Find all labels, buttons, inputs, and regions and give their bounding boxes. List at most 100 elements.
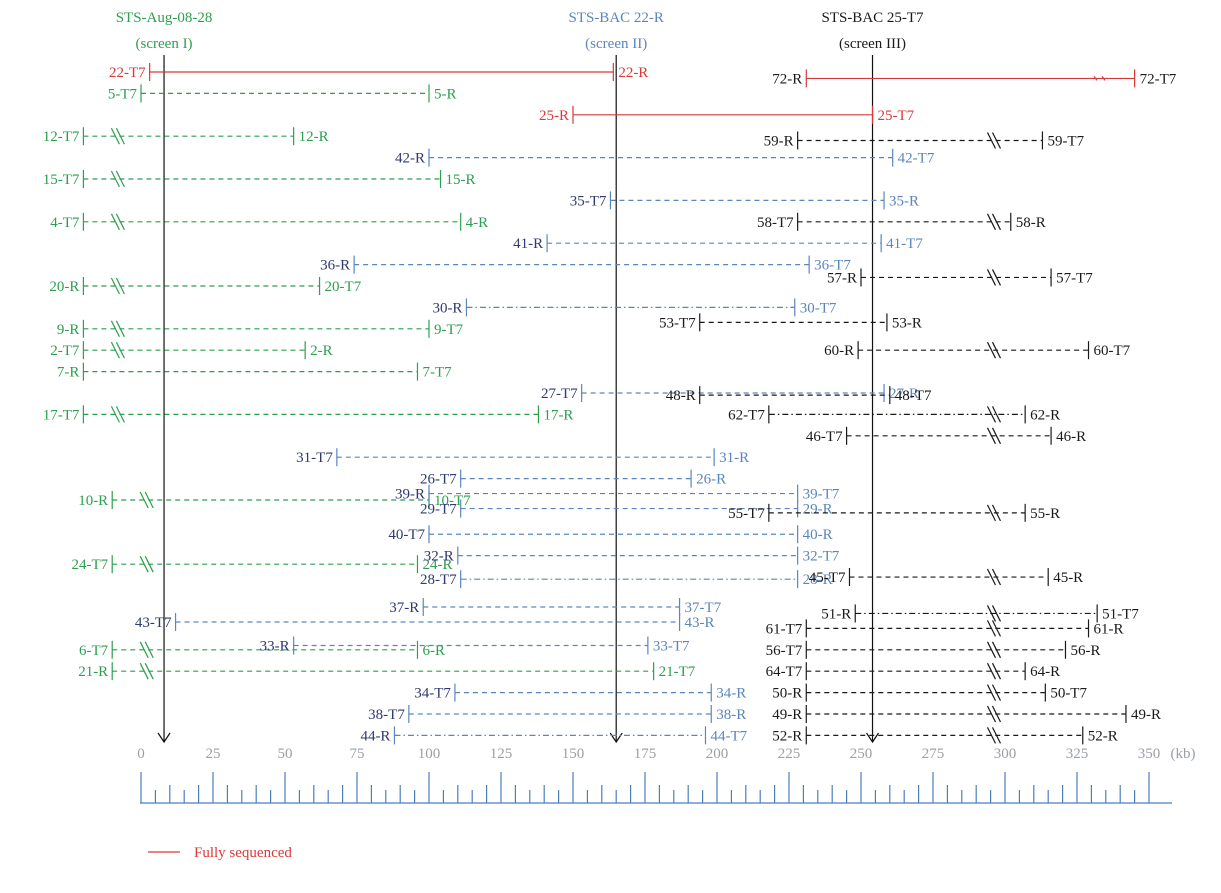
clone-left-label: 56-T7 bbox=[766, 643, 803, 659]
axis-tick-label: 50 bbox=[278, 746, 293, 762]
screen-title: STS-Aug-08-28 bbox=[116, 10, 213, 26]
clone-43t7: 43-T7 43-R bbox=[135, 612, 715, 631]
clone-24t7: 24-T7 24-R bbox=[72, 555, 452, 574]
clone-17t7: 17-T7 17-R bbox=[43, 405, 573, 424]
clone-right-label: 5-R bbox=[434, 86, 457, 102]
clone-left-label: 55-T7 bbox=[728, 506, 765, 522]
axis-tick-label: 225 bbox=[778, 746, 801, 762]
axis-tick-label: 25 bbox=[206, 746, 221, 762]
break-mark bbox=[991, 641, 1002, 659]
clone-right-label: 62-R bbox=[1030, 407, 1060, 423]
clone-right-label: 15-R bbox=[446, 172, 476, 188]
clone-56t7: 56-T7 56-R bbox=[766, 640, 1100, 659]
clone-right-label: 43-R bbox=[685, 615, 715, 631]
break-mark bbox=[115, 127, 125, 145]
break-mark bbox=[991, 727, 1002, 744]
clone-left-label: 37-R bbox=[389, 600, 419, 616]
clone-4t7: 4-T7 4-R bbox=[50, 212, 488, 231]
clone-right-label: 2-R bbox=[310, 343, 333, 359]
break-mark bbox=[110, 277, 120, 295]
break-mark bbox=[991, 406, 1002, 423]
clone-right-label: 32-T7 bbox=[803, 549, 840, 565]
break-mark bbox=[986, 662, 997, 680]
clone-right-label: 72-T7 bbox=[1140, 71, 1177, 87]
axis-tick-label: 325 bbox=[1066, 746, 1089, 762]
axis-unit-label: (kb) bbox=[1171, 746, 1196, 762]
clone-left-label: 21-R bbox=[78, 664, 108, 680]
break-mark bbox=[986, 705, 997, 723]
clone-right-label: 21-T7 bbox=[659, 664, 696, 680]
clone-12t7: 12-T7 12-R bbox=[43, 127, 329, 146]
clone-right-label: 35-R bbox=[889, 193, 919, 209]
break-mark bbox=[110, 320, 120, 338]
clone-right-label: 42-T7 bbox=[898, 151, 935, 167]
clone-6t7: 6-T7 6-R bbox=[79, 640, 445, 659]
clone-left-label: 5-T7 bbox=[108, 86, 138, 102]
clone-33r: 33-R 33-T7 bbox=[260, 636, 690, 655]
clone-right-label: 49-R bbox=[1131, 707, 1161, 723]
break-mark bbox=[991, 620, 1002, 637]
break-mark bbox=[991, 504, 1002, 522]
clone-left-label: 33-R bbox=[260, 639, 290, 655]
clone-34t7: 34-T7 34-R bbox=[414, 683, 746, 702]
clone-left-label: 43-T7 bbox=[135, 615, 172, 631]
clone-9r: 9-R 9-T7 bbox=[57, 319, 464, 338]
clone-left-label: 53-T7 bbox=[659, 315, 696, 331]
break-mark bbox=[115, 341, 125, 359]
break-mark bbox=[139, 555, 149, 573]
clone-left-label: 27-T7 bbox=[541, 386, 578, 402]
clone-left-label: 60-R bbox=[824, 343, 854, 359]
clone-left-label: 29-T7 bbox=[420, 502, 457, 518]
break-mark bbox=[986, 605, 997, 622]
clone-left-label: 34-T7 bbox=[414, 686, 451, 702]
clone-left-label: 30-R bbox=[432, 300, 462, 316]
break-mark bbox=[115, 320, 125, 338]
clone-right-label: 44-T7 bbox=[710, 728, 747, 744]
legend: Fully sequenced bbox=[148, 845, 292, 861]
clone-right-label: 64-R bbox=[1030, 664, 1060, 680]
clone-right-label: 20-T7 bbox=[325, 279, 362, 295]
clone-left-label: 26-T7 bbox=[420, 472, 457, 488]
clone-30r: 30-R 30-T7 bbox=[432, 298, 837, 317]
clone-5t7: 5-T7 5-R bbox=[108, 84, 457, 103]
clone-36r: 36-R 36-T7 bbox=[320, 255, 851, 274]
break-mark bbox=[144, 641, 154, 659]
clone-44r: 44-R 44-T7 bbox=[360, 726, 748, 745]
clone-left-label: 40-T7 bbox=[388, 527, 425, 543]
clone-left-label: 61-T7 bbox=[766, 621, 803, 637]
clone-left-label: 64-T7 bbox=[766, 664, 803, 680]
screen-arrow-head bbox=[157, 732, 171, 744]
clone-right-label: 24-R bbox=[422, 557, 452, 573]
axis-tick-label: 200 bbox=[706, 746, 729, 762]
clone-right-label: 39-T7 bbox=[803, 487, 840, 503]
clone-right-label: 33-T7 bbox=[653, 639, 690, 655]
clone-left-label: 6-T7 bbox=[79, 643, 109, 659]
clone-right-label: 34-R bbox=[716, 686, 746, 702]
break-mark bbox=[115, 406, 125, 423]
clone-left-label: 41-R bbox=[513, 236, 543, 252]
clone-left-label: 31-T7 bbox=[296, 450, 333, 466]
clone-left-label: 9-R bbox=[57, 322, 80, 338]
clone-left-label: 39-R bbox=[395, 487, 425, 503]
break-mark bbox=[986, 620, 997, 637]
clone-right-label: 29-R bbox=[803, 502, 833, 518]
clone-45t7: 45-T7 45-R bbox=[809, 568, 1083, 587]
break-mark bbox=[991, 341, 1002, 359]
clone-right-label: 31-R bbox=[719, 450, 749, 466]
break-mark bbox=[986, 641, 997, 659]
clone-right-label: 58-R bbox=[1016, 215, 1046, 231]
clone-21r: 21-R 21-T7 bbox=[78, 662, 696, 681]
clone-49r: 49-R 49-R bbox=[772, 705, 1161, 723]
clone-right-label: 48-T7 bbox=[895, 388, 932, 404]
clone-right-label: 17-R bbox=[543, 407, 573, 423]
clone-40t7: 40-T7 40-R bbox=[388, 525, 833, 544]
clone-lines: 22-T7 22-R5-T7 5-R12-T7 12-R15-T7 15-R4-T7 4-… bbox=[43, 63, 1177, 745]
break-mark bbox=[986, 427, 997, 445]
clone-right-label: 57-T7 bbox=[1056, 270, 1093, 286]
break-mark bbox=[144, 662, 154, 680]
clone-22t7: 22-T7 22-R bbox=[109, 63, 648, 81]
clone-26t7: 26-T7 26-R bbox=[420, 469, 726, 488]
break-mark bbox=[110, 127, 120, 145]
clone-48r: 48-R 48-T7 bbox=[666, 386, 932, 405]
